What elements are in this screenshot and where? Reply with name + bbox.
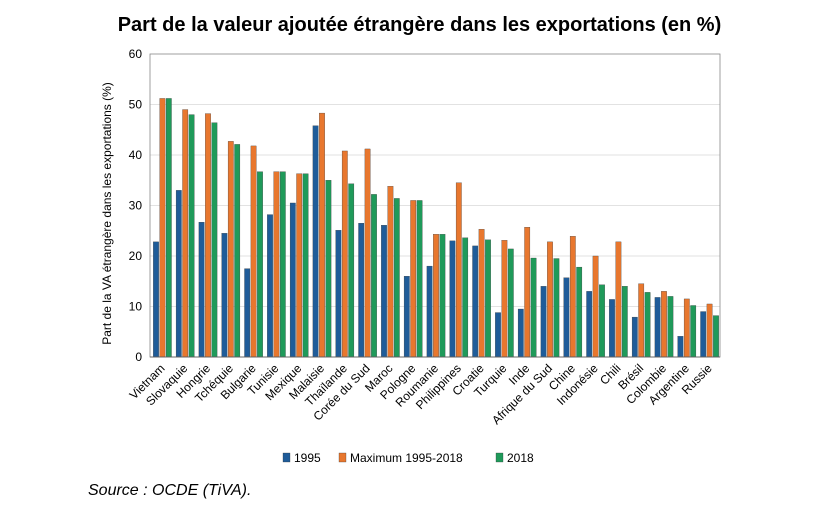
bar-afrique-du-sud-2018 <box>553 258 560 358</box>
bar-tunisie-maximum-1995-2018 <box>273 171 280 358</box>
bar-chine-maximum-1995-2018 <box>569 236 576 358</box>
bar-cor-e-du-sud-maximum-1995-2018 <box>364 148 371 358</box>
source-note: Source : OCDE (TiVA). <box>88 482 252 499</box>
bar-philippines-1995 <box>449 240 456 358</box>
bar-roumanie-1995 <box>426 265 433 358</box>
bar-chili-1995 <box>609 299 615 358</box>
bar-bulgarie-2018 <box>257 171 263 358</box>
bar-br-sil-2018 <box>644 292 651 358</box>
y-tick-label: 40 <box>129 148 143 162</box>
bar-croatie-2018 <box>485 239 491 358</box>
bar-inde-maximum-1995-2018 <box>524 227 531 358</box>
bar-mexique-2018 <box>302 173 309 358</box>
bar-cor-e-du-sud-1995 <box>358 223 365 358</box>
bar-chili-2018 <box>621 286 628 358</box>
y-tick-label: 30 <box>129 199 143 213</box>
bar-croatie-1995 <box>472 245 479 358</box>
y-axis-title: Part de la VA étrangère dans les exporta… <box>100 82 114 345</box>
bar-hongrie-1995 <box>198 222 205 358</box>
bar-maroc-maximum-1995-2018 <box>387 186 394 358</box>
y-tick-label: 20 <box>129 249 143 263</box>
bar-argentine-maximum-1995-2018 <box>683 298 690 358</box>
bar-indon-sie-2018 <box>599 284 605 358</box>
bar-inde-1995 <box>517 308 524 358</box>
bar-tch-quie-1995 <box>221 233 228 358</box>
bar-cor-e-du-sud-2018 <box>371 194 377 358</box>
bar-tha-lande-1995 <box>335 230 342 358</box>
bar-afrique-du-sud-1995 <box>540 286 547 358</box>
legend-swatch <box>338 452 347 463</box>
bar-hongrie-maximum-1995-2018 <box>205 113 211 358</box>
bar-tunisie-1995 <box>267 214 273 358</box>
legend-swatch <box>282 452 291 463</box>
bar-slovaquie-2018 <box>188 114 195 358</box>
bar-pologne-2018 <box>416 200 423 358</box>
bar-slovaquie-maximum-1995-2018 <box>182 109 189 358</box>
bar-tha-lande-maximum-1995-2018 <box>341 150 348 358</box>
bar-bulgarie-1995 <box>244 268 251 358</box>
bar-argentine-1995 <box>677 336 684 358</box>
bar-vietnam-maximum-1995-2018 <box>159 98 166 358</box>
bar-br-sil-1995 <box>631 316 638 358</box>
bar-colombie-maximum-1995-2018 <box>661 291 667 358</box>
axes <box>149 53 721 358</box>
bar-chine-2018 <box>576 266 583 358</box>
bar-malaisie-2018 <box>325 180 332 358</box>
bar-vietnam-2018 <box>165 98 172 358</box>
bar-tch-quie-2018 <box>234 144 241 358</box>
legend: 1995 Maximum 1995-2018 2018 <box>282 451 534 465</box>
legend-label: 2018 <box>507 451 534 465</box>
bar-maroc-2018 <box>393 198 400 358</box>
bar-pologne-maximum-1995-2018 <box>410 200 417 358</box>
y-tick-label: 60 <box>129 47 143 61</box>
bar-roumanie-2018 <box>439 234 446 358</box>
bar-russie-1995 <box>700 311 707 358</box>
y-tick-label: 0 <box>135 350 142 364</box>
bar-tch-quie-maximum-1995-2018 <box>227 141 234 358</box>
bar-mexique-maximum-1995-2018 <box>296 173 303 358</box>
bar-tha-lande-2018 <box>348 183 355 358</box>
bar-roumanie-maximum-1995-2018 <box>433 234 439 358</box>
bar-turquie-maximum-1995-2018 <box>501 240 508 358</box>
y-tick-label: 10 <box>129 300 143 314</box>
bar-turquie-1995 <box>495 312 501 358</box>
legend-label: Maximum 1995-2018 <box>350 451 463 465</box>
bar-mexique-1995 <box>289 202 296 358</box>
bar-philippines-2018 <box>462 237 469 358</box>
bar-chili-maximum-1995-2018 <box>615 241 622 358</box>
bar-malaisie-maximum-1995-2018 <box>319 112 325 358</box>
bar-colombie-2018 <box>667 296 674 358</box>
bar-afrique-du-sud-maximum-1995-2018 <box>547 241 553 358</box>
bar-pologne-1995 <box>403 276 410 358</box>
bar-br-sil-maximum-1995-2018 <box>638 283 645 358</box>
bar-indon-sie-1995 <box>586 291 593 358</box>
bar-philippines-maximum-1995-2018 <box>455 182 462 358</box>
bar-hongrie-2018 <box>211 122 218 358</box>
bar-russie-maximum-1995-2018 <box>706 303 713 358</box>
bar-croatie-maximum-1995-2018 <box>478 229 485 358</box>
bar-turquie-2018 <box>507 248 514 358</box>
bar-argentine-2018 <box>690 305 697 358</box>
bar-inde-2018 <box>530 257 537 358</box>
legend-label: 1995 <box>294 451 321 465</box>
chart-title: Part de la valeur ajoutée étrangère dans… <box>117 14 722 36</box>
bar-malaisie-1995 <box>312 125 319 358</box>
bar-chine-1995 <box>563 277 570 358</box>
bar-tunisie-2018 <box>279 171 286 358</box>
y-tick-label: 50 <box>129 98 143 112</box>
legend-swatch <box>495 452 504 463</box>
bar-maroc-1995 <box>381 225 387 358</box>
bar-indon-sie-maximum-1995-2018 <box>592 255 599 358</box>
bar-bulgarie-maximum-1995-2018 <box>250 145 257 358</box>
bar-colombie-1995 <box>654 297 661 358</box>
bar-russie-2018 <box>713 315 719 358</box>
bar-vietnam-1995 <box>153 241 159 358</box>
bars <box>153 98 719 358</box>
bar-slovaquie-1995 <box>175 190 182 358</box>
